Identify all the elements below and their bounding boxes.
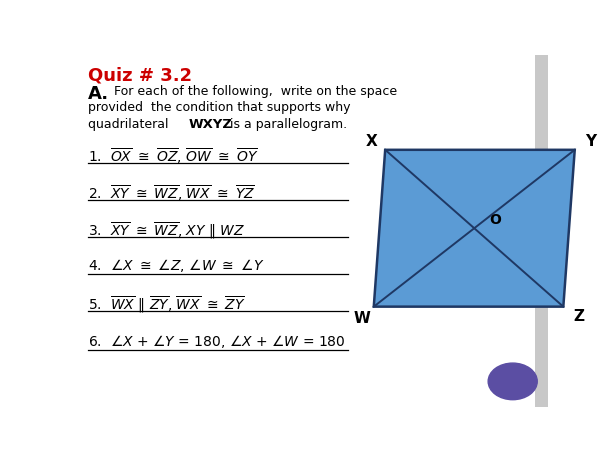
Text: 5.  $\overline{WX}$ $\|$ $\overline{ZY}$, $\overline{WX}$ $\cong$ $\overline{ZY}: 5. $\overline{WX}$ $\|$ $\overline{ZY}$,… [88, 294, 245, 314]
Text: O: O [489, 213, 501, 227]
Text: For each of the following,  write on the space: For each of the following, write on the … [110, 85, 397, 98]
Bar [535, 55, 548, 407]
Text: Z: Z [574, 309, 585, 324]
Text: WXYZ: WXYZ [188, 118, 233, 131]
Text: A.: A. [88, 85, 109, 103]
Text: 4.  $\angle X$ $\cong$ $\angle Z$, $\angle W$ $\cong$ $\angle Y$: 4. $\angle X$ $\cong$ $\angle Z$, $\angl… [88, 257, 264, 274]
Text: quadrilateral: quadrilateral [88, 118, 172, 131]
Polygon shape [374, 150, 575, 307]
Circle shape [488, 363, 537, 400]
Text: 1.  $\overline{OX}$ $\cong$ $\overline{OZ}$, $\overline{OW}$ $\cong$ $\overline{: 1. $\overline{OX}$ $\cong$ $\overline{OZ… [88, 146, 258, 166]
Text: Quiz # 3.2: Quiz # 3.2 [88, 66, 192, 84]
Text: is a parallelogram.: is a parallelogram. [226, 118, 347, 131]
Text: W: W [354, 311, 371, 326]
Text: 2.  $\overline{XY}$ $\cong$ $\overline{WZ}$, $\overline{WX}$ $\cong$ $\overline{: 2. $\overline{XY}$ $\cong$ $\overline{WZ… [88, 183, 255, 203]
Text: X: X [365, 134, 378, 149]
Text: Y: Y [585, 134, 596, 149]
Text: provided  the condition that supports why: provided the condition that supports why [88, 101, 350, 114]
Text: 3.  $\overline{XY}$ $\cong$ $\overline{WZ}$, $XY$ $\|$ $WZ$: 3. $\overline{XY}$ $\cong$ $\overline{WZ… [88, 220, 245, 241]
Text: 6.  $\angle X$ + $\angle Y$ = 180, $\angle X$ + $\angle W$ = 180: 6. $\angle X$ + $\angle Y$ = 180, $\angl… [88, 333, 345, 350]
